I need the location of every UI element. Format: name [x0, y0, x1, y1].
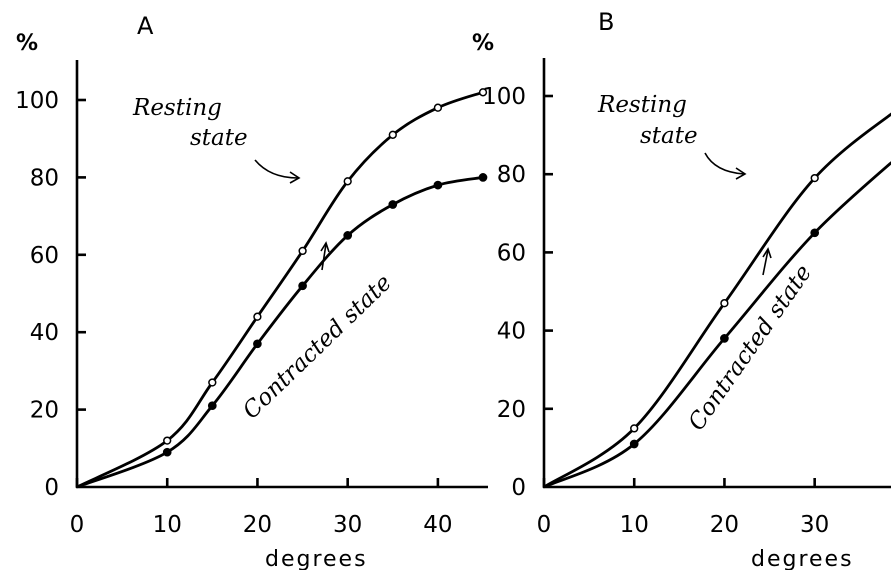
panel-a-contracted-state-line	[76, 176, 484, 489]
panel-a-resting-state-point	[433, 103, 443, 112]
panel-b-contracted-state-line	[543, 161, 891, 489]
panel-b-x-tick-label: 20	[710, 512, 739, 538]
panel-a-resting-state-point	[163, 436, 172, 445]
panel-a-y-tick-label: 100	[15, 88, 59, 114]
panel-a-resting-arrowhead	[289, 171, 301, 184]
panel-a-label: A	[137, 12, 154, 40]
panel-a-resting-state-line	[76, 90, 484, 489]
panel-a-contracted-state-point	[298, 281, 307, 291]
panel-a-x-tick-label: 40	[423, 512, 452, 538]
panel-a-resting-state-point	[343, 177, 352, 186]
panel-a-resting-label-line2: state	[190, 125, 248, 151]
panel-a-contracted-state-point	[253, 339, 262, 349]
panel-a-contracted-label: Contracted state	[238, 270, 397, 425]
panel-b-resting-state-point	[810, 173, 819, 183]
panel-b-contracted-state-point	[810, 228, 820, 238]
panel-b-resting-arrow	[704, 152, 745, 175]
panel-b-label: B	[598, 8, 614, 36]
panel-b-y-tick-label: 40	[497, 319, 526, 345]
panel-a-resting-state-point	[298, 246, 307, 256]
panel-a: A % degrees Resting state Contracted sta…	[15, 12, 488, 570]
panel-a-y-tick-label: 0	[44, 475, 59, 501]
panel-b: B % degrees Resting state Contracted sta…	[472, 8, 891, 570]
panel-b-y-tick-label: 0	[511, 475, 526, 501]
panel-a-x-label: degrees	[265, 547, 368, 570]
panel-b-resting-label-line1: Resting	[597, 92, 687, 118]
panel-a-contracted-state-point	[162, 447, 172, 457]
panel-b-y-tick-label: 100	[482, 84, 526, 110]
panel-a-resting-state-point	[388, 130, 397, 139]
panel-b-contracted-state-point	[720, 334, 729, 343]
panel-a-resting-state-point	[253, 312, 262, 321]
panel-a-x-tick-label: 0	[70, 512, 85, 538]
panel-b-contracted-state-point	[629, 439, 639, 449]
panel-a-y-tick-label: 60	[30, 243, 59, 269]
panel-b-x-tick-label: 30	[800, 512, 829, 538]
panel-a-contracted-state-point	[343, 231, 353, 240]
panel-a-resting-arrow	[254, 159, 299, 179]
panel-a-x-tick-label: 10	[153, 512, 182, 538]
panel-a-resting-label-line1: Resting	[132, 95, 222, 121]
panel-b-x-tick-label: 0	[537, 512, 552, 538]
panel-b-y-tick-label: 80	[497, 162, 526, 188]
panel-a-x-tick-label: 20	[243, 512, 272, 538]
panel-b-contracted-arrowhead	[762, 247, 772, 259]
panel-a-resting-state-point	[478, 88, 488, 97]
panel-a-contracted-arrowhead	[320, 241, 330, 253]
panel-b-y-tick-label: 60	[497, 240, 526, 266]
panel-a-y-tick-label: 40	[30, 320, 59, 346]
panel-a-contracted-state-point	[207, 401, 217, 411]
panel-a-x-tick-label: 30	[333, 512, 362, 538]
panel-a-contracted-state-point	[433, 180, 443, 190]
panel-b-resting-state-line	[543, 112, 891, 489]
panel-b-y-tick-label: 20	[497, 397, 526, 423]
panel-b-contracted-arrow	[762, 249, 769, 276]
panel-a-contracted-state-point	[388, 200, 398, 209]
panel-b-y-unit: %	[472, 31, 494, 56]
panel-b-x-tick-label: 10	[620, 512, 649, 538]
panel-a-y-tick-label: 20	[30, 398, 59, 424]
panel-b-resting-state-point	[720, 299, 729, 308]
panel-a-resting-state-point	[208, 378, 217, 387]
panel-b-resting-label-line2: state	[640, 123, 698, 149]
panel-a-y-tick-label: 80	[30, 165, 59, 191]
panel-b-resting-arrowhead	[735, 167, 747, 180]
panel-a-y-unit: %	[16, 31, 38, 56]
panel-b-x-label: degrees	[751, 547, 854, 570]
panel-a-contracted-arrow	[321, 243, 327, 271]
panel-b-resting-state-point	[630, 424, 639, 433]
panel-b-contracted-label: Contracted state	[684, 260, 817, 435]
panel-a-contracted-state-point	[478, 173, 488, 182]
